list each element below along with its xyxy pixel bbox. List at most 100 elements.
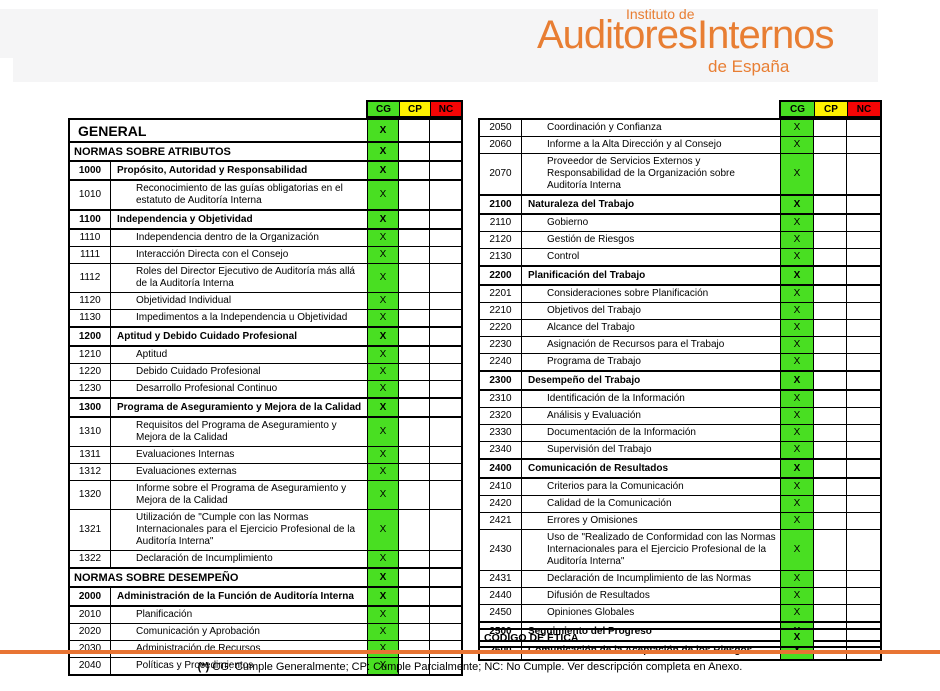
description-cell: Proveedor de Servicios Externos y Respon… [522, 154, 781, 194]
mark-cell-nc [847, 442, 880, 458]
mark-cell-cg: X [368, 418, 399, 446]
mark-cell-cp [399, 293, 430, 309]
code-cell: 1110 [70, 230, 111, 246]
mark-cell-cp [814, 372, 847, 389]
mark-cell-nc [847, 460, 880, 477]
mark-cell-cg: X [368, 607, 399, 623]
column-header-row: CG CP NC [366, 100, 463, 118]
legend-footnote-text: CG: Cumple Generalmente; CP: Cumple Parc… [209, 661, 743, 673]
mark-cell-cp [814, 479, 847, 495]
table-row: 1321 Utilización de "Cumple con las Norma… [70, 509, 461, 550]
description-cell: Planificación del Trabajo [522, 267, 781, 284]
mark-cell-cp [399, 624, 430, 640]
mark-cell-cp [399, 399, 430, 416]
table-row: 2030 Administración de Recursos X [70, 640, 461, 657]
mark-cell-cg: X [368, 162, 399, 179]
description-cell: Interacción Directa con el Consejo [111, 247, 368, 263]
mark-cell-nc [847, 267, 880, 284]
mark-cell-cg: X [368, 447, 399, 463]
mark-cell-cg: X [368, 551, 399, 567]
mark-cell-cg: X [781, 232, 814, 248]
mark-cell-nc [430, 364, 461, 380]
mark-cell-nc [430, 162, 461, 179]
code-cell: 2110 [480, 215, 522, 231]
description-cell: Análisis y Evaluación [522, 408, 781, 424]
mark-cell-nc [847, 425, 880, 441]
mark-cell-cg: X [781, 630, 814, 646]
code-cell: 2220 [480, 320, 522, 336]
description-cell: Control [522, 249, 781, 265]
description-cell: Políticas y Procedimientos [111, 658, 368, 674]
table-row: NORMAS SOBRE DESEMPEÑO X [70, 567, 461, 586]
header-band-bottom [13, 58, 878, 82]
table-row: 2300 Desempeño del Trabajo X [480, 370, 880, 389]
table-row: 1312 Evaluaciones externas X [70, 463, 461, 480]
column-header-cg: CG [781, 102, 814, 116]
code-cell: 2040 [70, 658, 111, 674]
code-cell: 2431 [480, 571, 522, 587]
mark-cell-nc [430, 247, 461, 263]
code-cell: 2060 [480, 137, 522, 153]
mark-cell-cg: X [781, 605, 814, 621]
mark-cell-cg: X [781, 571, 814, 587]
mark-cell-cp [814, 605, 847, 621]
table-row: 1110 Independencia dentro de la Organizac… [70, 228, 461, 246]
table-row: 2320 Análisis y Evaluación X [480, 407, 880, 424]
mark-cell-nc [430, 551, 461, 567]
mark-cell-cg: X [368, 658, 399, 674]
mark-cell-nc [847, 630, 880, 646]
description-cell: Comunicación y Aprobación [111, 624, 368, 640]
mark-cell-cp [814, 513, 847, 529]
column-header-cp: CP [814, 102, 847, 116]
mark-cell-cg: X [781, 196, 814, 213]
mark-cell-cg: X [368, 143, 399, 160]
code-cell: 1311 [70, 447, 111, 463]
code-cell: 2400 [480, 460, 522, 477]
mark-cell-nc [430, 230, 461, 246]
mark-cell-cg: X [781, 215, 814, 231]
description-cell: Objetivos del Trabajo [522, 303, 781, 319]
code-cell: 2450 [480, 605, 522, 621]
mark-cell-cg: X [781, 530, 814, 570]
code-cell: 2430 [480, 530, 522, 570]
table-row: 2040 Políticas y Procedimientos X [70, 657, 461, 674]
code-cell: 2240 [480, 354, 522, 370]
description-cell: Utilización de "Cumple con las Normas In… [111, 510, 368, 550]
mark-cell-nc [430, 447, 461, 463]
mark-cell-cp [399, 247, 430, 263]
table-row: 1100 Independencia y Objetividad X [70, 209, 461, 228]
description-cell: Aptitud [111, 347, 368, 363]
mark-cell-cp [814, 320, 847, 336]
mark-cell-nc [847, 391, 880, 407]
table-row: 2421 Errores y Omisiones X [480, 512, 880, 529]
code-cell: 2000 [70, 588, 111, 605]
mark-cell-cg: X [781, 120, 814, 136]
mark-cell-nc [430, 143, 461, 160]
mark-cell-cg: X [368, 381, 399, 397]
table-row: 2340 Supervisión del Trabajo X [480, 441, 880, 458]
mark-cell-cp [399, 181, 430, 209]
logo-line-instituto: Instituto de [626, 6, 695, 22]
table-row: 2201 Consideraciones sobre Planificación X [480, 284, 880, 302]
mark-cell-cg: X [368, 264, 399, 292]
description-cell: Desarrollo Profesional Continuo [111, 381, 368, 397]
mark-cell-nc [430, 418, 461, 446]
column-header-nc: NC [847, 102, 880, 116]
table-row: 2430 Uso de "Realizado de Conformidad con… [480, 529, 880, 570]
mark-cell-cp [814, 232, 847, 248]
description-cell: Programa de Trabajo [522, 354, 781, 370]
description-cell: Evaluaciones Internas [111, 447, 368, 463]
mark-cell-cp [814, 588, 847, 604]
description-cell: Declaración de Incumplimiento de las Nor… [522, 571, 781, 587]
table-row: 1320 Informe sobre el Programa de Asegura… [70, 480, 461, 509]
table-row: 2070 Proveedor de Servicios Externos y Re… [480, 153, 880, 194]
mark-cell-cp [814, 630, 847, 646]
table-row: 2130 Control X [480, 248, 880, 265]
description-cell: Impedimentos a la Independencia u Objeti… [111, 310, 368, 326]
mark-cell-nc [430, 181, 461, 209]
table-body: 2050 Coordinación y Confianza X 2060 Informe… [478, 118, 882, 661]
mark-cell-nc [430, 569, 461, 586]
code-cell: 2120 [480, 232, 522, 248]
mark-cell-cg: X [781, 320, 814, 336]
description-cell: Informe a la Alta Dirección y al Consejo [522, 137, 781, 153]
